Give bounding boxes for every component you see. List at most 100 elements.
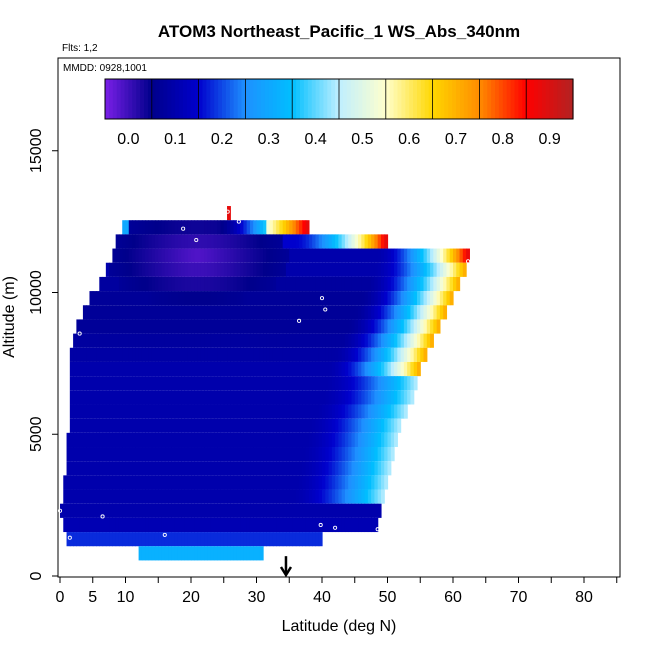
heatmap-cell [279,305,284,320]
heatmap-cell [73,361,77,377]
heatmap-cell [361,234,366,249]
heatmap-cell [282,390,287,405]
heatmap-cell [397,305,402,320]
heatmap-cell [295,347,300,362]
heatmap-cell [374,291,379,306]
heatmap-cell [76,390,81,405]
heatmap-cell [207,361,212,377]
heatmap-cell [141,489,146,504]
heatmap-cell [138,418,143,433]
heatmap-cell [141,447,146,462]
heatmap-cell [315,347,320,362]
heatmap-cell [161,489,166,504]
heatmap-cell [148,517,153,533]
heatmap-cell [240,262,245,277]
heatmap-cell [466,248,470,263]
heatmap-cell [312,234,317,249]
heatmap-cell [145,262,150,277]
heatmap-cell [217,475,222,490]
heatmap-cell [73,347,77,362]
heatmap-cell [220,220,225,235]
heatmap-cell [328,489,333,504]
heatmap-cell [135,404,140,419]
heatmap-cell [86,532,91,547]
heatmap-cell [407,276,412,292]
heatmap-cell [354,262,359,277]
heatmap-cell [76,517,81,533]
heatmap-cell [118,291,123,306]
heatmap-cell [358,276,362,292]
colorbar-swatch [120,79,126,119]
heatmap-cell [312,404,317,419]
heatmap-cell [174,517,179,533]
heatmap-cell [331,319,336,334]
heatmap-cell [233,248,238,263]
heatmap-cell [154,262,159,277]
heatmap-cell [328,418,333,433]
heatmap-cell [318,404,323,419]
colorbar-swatch [467,79,473,119]
heatmap-cell [315,390,320,405]
colorbar-swatch [257,79,262,119]
heatmap-cell [141,461,146,476]
heatmap-cell [86,447,91,462]
heatmap-cell [164,234,169,249]
heatmap-cell [151,517,156,533]
heatmap-cell [73,503,77,518]
heatmap-cell [128,503,133,518]
heatmap-cell [76,404,81,419]
heatmap-cell [122,475,127,490]
heatmap-cell [128,319,133,334]
heatmap-cell [240,220,245,235]
heatmap-cell [240,404,245,419]
heatmap-cell [102,376,107,391]
heatmap-cell [266,333,271,348]
heatmap-cell [338,319,343,334]
heatmap-cell [367,248,372,263]
heatmap-cell [79,418,84,433]
colorbar-swatch [440,79,445,119]
heatmap-cell [168,532,172,547]
heatmap-cell [299,461,303,476]
heatmap-cell [394,361,398,377]
heatmap-cell [223,489,228,504]
heatmap-cell [240,305,245,320]
heatmap-cell [453,276,457,292]
heatmap-cell [197,291,202,306]
heatmap-cell [135,262,140,277]
heatmap-cell [138,276,143,292]
heatmap-cell [341,461,346,476]
heatmap-cell [223,418,228,433]
heatmap-cell [358,347,362,362]
heatmap-cell [109,347,114,362]
heatmap-cell [223,404,228,419]
heatmap-cell [89,361,94,377]
heatmap-cell [322,517,326,533]
colorbar-swatch [448,79,453,119]
heatmap-cell [118,262,123,277]
heatmap-cell [99,319,104,334]
heatmap-cell [158,276,163,292]
colorbar-swatch [413,79,418,119]
heatmap-cell [161,475,166,490]
heatmap-cell [322,447,326,462]
heatmap-cell [351,291,356,306]
heatmap-cell [69,532,74,547]
heatmap-cell [292,220,297,235]
heatmap-cell [112,262,117,277]
heatmap-cell [220,390,225,405]
heatmap-cell [217,305,222,320]
heatmap-cell [299,390,303,405]
heatmap-cell [132,305,136,320]
heatmap-cell [272,361,277,377]
heatmap-cell [217,432,222,448]
heatmap-cell [312,262,317,277]
heatmap-cell [335,291,339,306]
heatmap-cell [315,447,320,462]
heatmap-cell [394,248,398,263]
heatmap-cell [305,404,310,419]
heatmap-cell [118,347,123,362]
heatmap-cell [79,475,84,490]
colorbar-swatch [179,79,184,119]
heatmap-cell [367,418,372,433]
